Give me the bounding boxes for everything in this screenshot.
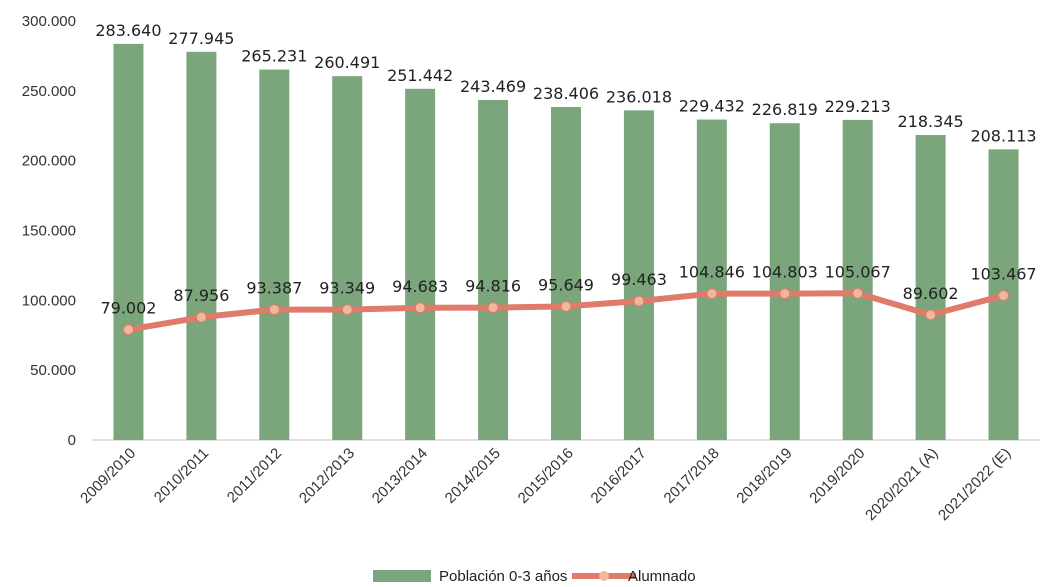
- x-tick-label: 2010/2011: [151, 445, 212, 506]
- y-axis: 0 50.000 100.000 150.000 200.000 250.000 300.0…: [22, 13, 76, 449]
- legend-swatch-marker: [599, 571, 609, 581]
- line-data-label: 94.816: [465, 277, 521, 296]
- line-data-label: 104.846: [679, 263, 745, 282]
- bar-data-label: 260.491: [314, 53, 380, 72]
- bar: [259, 69, 290, 441]
- bar: [332, 76, 363, 440]
- x-tick-label: 2012/2013: [296, 445, 358, 507]
- line-point: [925, 309, 937, 321]
- line-data-label: 94.683: [392, 277, 448, 296]
- bar: [696, 119, 727, 441]
- bar-data-label: 226.819: [752, 100, 818, 119]
- legend-label-bar: Población 0-3 años: [439, 568, 567, 585]
- line-point: [195, 311, 207, 323]
- x-tick-label: 2016/2017: [588, 445, 650, 507]
- x-tick-label: 2011/2012: [224, 445, 285, 506]
- line-data-label: 104.803: [752, 263, 818, 282]
- bar: [769, 123, 800, 440]
- bar-data-label: 243.469: [460, 77, 526, 96]
- bar: [405, 88, 436, 441]
- bar-data-label: 283.640: [95, 21, 161, 40]
- bar: [551, 107, 581, 441]
- x-tick-label: 2015/2016: [515, 445, 577, 507]
- line-data-labels: 79.002 87.956 93.387 93.349 94.683 94.816 95.6…: [100, 262, 1036, 317]
- line-data-label: 103.467: [970, 264, 1036, 283]
- y-tick-label: 200.000: [22, 153, 76, 170]
- bar: [623, 110, 654, 441]
- bar-data-label: 229.213: [825, 97, 891, 116]
- bar-data-label: 208.113: [970, 126, 1036, 145]
- line-point: [998, 289, 1010, 301]
- line-point: [487, 302, 499, 314]
- line-point: [852, 287, 864, 299]
- bar-data-labels: 283.640 277.945 265.231 260.491 251.442 243.4…: [95, 21, 1036, 145]
- bar-data-label: 251.442: [387, 66, 453, 85]
- line-point: [268, 304, 280, 316]
- line-point: [779, 288, 791, 300]
- bar-data-label: 277.945: [168, 29, 234, 48]
- bar-data-label: 265.231: [241, 47, 307, 66]
- line-data-label: 105.067: [825, 262, 891, 281]
- bar-data-label: 238.406: [533, 84, 599, 103]
- line-data-label: 95.649: [538, 275, 594, 294]
- bar: [478, 99, 509, 441]
- x-tick-label: 2018/2019: [733, 445, 795, 507]
- line-point: [706, 288, 718, 300]
- line-data-label: 93.349: [319, 279, 375, 298]
- line-point: [633, 295, 645, 307]
- y-tick-label: 300.000: [22, 13, 76, 30]
- line-data-label: 99.463: [611, 270, 667, 289]
- line-series: [122, 287, 1010, 336]
- bar-data-label: 236.018: [606, 87, 672, 106]
- line-data-label: 87.956: [173, 286, 229, 305]
- x-tick-label: 2017/2018: [661, 445, 723, 507]
- x-tick-label: 2009/2010: [77, 445, 139, 507]
- y-tick-label: 0: [68, 432, 76, 449]
- y-tick-label: 250.000: [22, 83, 76, 100]
- bar: [915, 135, 946, 441]
- legend: Población 0-3 años Alumnado: [373, 568, 696, 585]
- bar: [842, 119, 873, 440]
- bar: [113, 43, 144, 441]
- line-data-label: 79.002: [100, 299, 156, 318]
- bar-series: [113, 43, 1019, 441]
- bar-data-label: 229.432: [679, 97, 745, 116]
- x-tick-label: 2014/2015: [442, 445, 504, 507]
- bar-data-label: 218.345: [898, 112, 964, 131]
- y-tick-label: 100.000: [22, 292, 76, 309]
- x-tick-label: 2020/2021 (A): [862, 445, 941, 524]
- line-data-label: 93.387: [246, 279, 302, 298]
- line-point: [414, 302, 426, 314]
- y-tick-label: 50.000: [30, 362, 76, 379]
- x-axis: 2009/2010 2010/2011 2011/2012 2012/2013 2013…: [77, 439, 1040, 524]
- x-tick-label: 2021/2022 (E): [935, 445, 1014, 524]
- line-point: [560, 300, 572, 312]
- x-tick-label: 2013/2014: [369, 445, 431, 507]
- x-tick-label: 2019/2020: [806, 445, 868, 507]
- y-tick-label: 150.000: [22, 223, 76, 240]
- bar: [186, 51, 217, 441]
- legend-swatch-bar: [373, 570, 431, 582]
- line-point: [341, 304, 353, 316]
- legend-label-line: Alumnado: [628, 568, 696, 585]
- line-point: [122, 324, 134, 336]
- line-data-label: 89.602: [903, 284, 959, 303]
